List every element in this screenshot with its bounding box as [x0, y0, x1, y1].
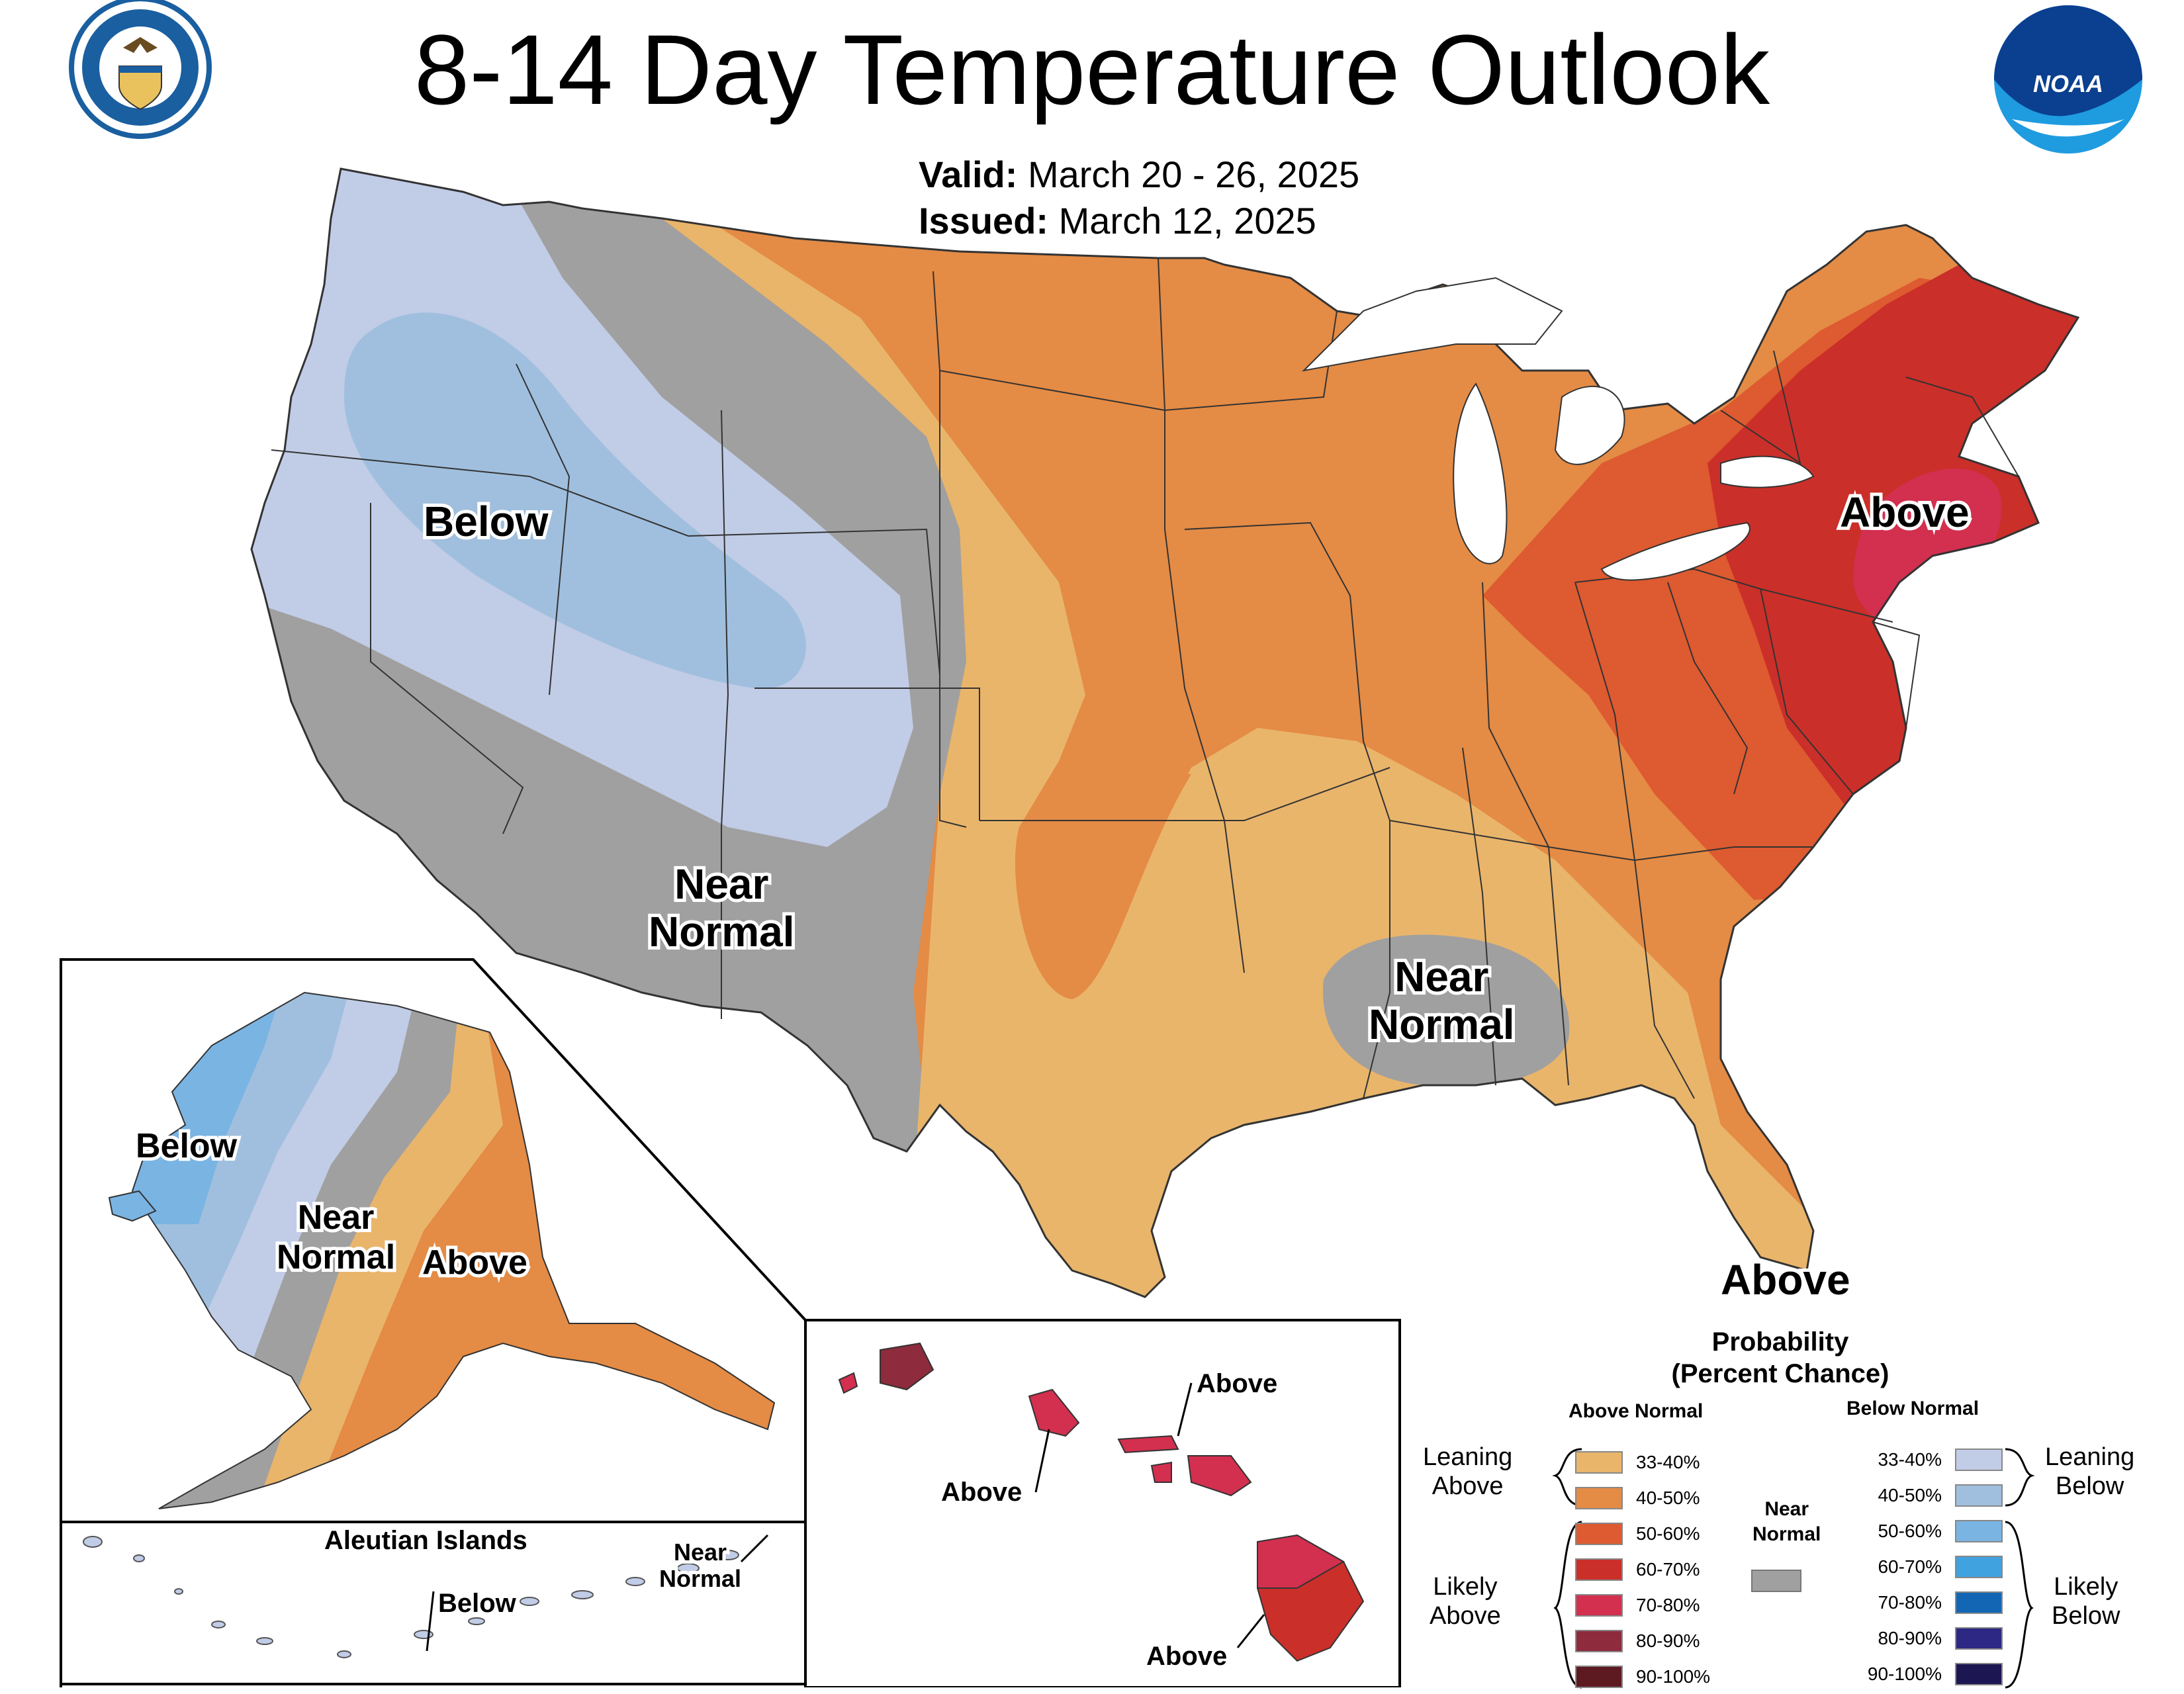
- conus-near-normal-west-label: Near Normal: [645, 857, 797, 959]
- legend-below-row: 90-100%: [1862, 1661, 2003, 1687]
- doc-seal-logo: [69, 0, 212, 139]
- hawaii-inset-frame: [804, 1319, 1401, 1687]
- great-lakes: [1302, 277, 1815, 581]
- ak-below-label: Below: [132, 1124, 240, 1169]
- issued-value: March 12, 2025: [1058, 200, 1316, 242]
- legend-above-swatch: [1575, 1666, 1623, 1688]
- issued-label: Issued:: [919, 200, 1049, 242]
- legend-below-row: 70-80%: [1862, 1589, 2003, 1616]
- conus-below-label: Below: [420, 494, 551, 549]
- aleutian-near-normal-label: Near Normal: [656, 1536, 745, 1595]
- noaa-logo-text: NOAA: [2033, 70, 2103, 97]
- legend-above-row: 80-90%: [1575, 1628, 1700, 1654]
- legend-above-swatch: [1575, 1451, 1623, 1474]
- legend-above-swatch: [1575, 1487, 1623, 1509]
- conus-near-normal-se: [1322, 934, 1570, 1087]
- legend-title: Probability (Percent Chance): [1671, 1327, 1889, 1388]
- st-lawrence-island: [108, 1190, 157, 1222]
- legend-below-swatch: [1955, 1556, 2003, 1578]
- legend-above-braces: [1552, 1448, 1582, 1689]
- legend-above-row: 90-100%: [1575, 1664, 1710, 1690]
- legend-leaning-below: Leaning Below: [2045, 1443, 2135, 1500]
- aleutian-below-label: Below: [435, 1585, 520, 1621]
- legend-near-normal-swatch: [1751, 1570, 1801, 1592]
- legend-below-row: 33-40%: [1862, 1447, 2003, 1473]
- conus-below-40-50: [344, 312, 806, 689]
- conus-above-fl-label: Above: [1717, 1253, 1854, 1307]
- legend-below-swatch: [1955, 1520, 2003, 1542]
- legend-below-braces: [2005, 1448, 2035, 1689]
- hi-above-label-oahu: Above: [938, 1474, 1025, 1510]
- page-title: 8-14 Day Temperature Outlook: [414, 14, 1770, 125]
- legend-above-row: 50-60%: [1575, 1521, 1700, 1547]
- ak-above-label: Above: [419, 1240, 531, 1285]
- legend-below-head: Below Normal: [1846, 1398, 1979, 1419]
- legend-above-row: 40-50%: [1575, 1485, 1700, 1511]
- legend-above-swatch: [1575, 1523, 1623, 1545]
- hi-above-label-big-island: Above: [1143, 1638, 1230, 1674]
- legend-above-row: 70-80%: [1575, 1592, 1700, 1619]
- issued-line: Issued: March 12, 2025: [919, 200, 1316, 242]
- alaska-outline: [131, 991, 776, 1509]
- legend-likely-above: Likely Above: [1430, 1573, 1501, 1630]
- legend-below-swatch: [1955, 1627, 2003, 1650]
- legend-above-row: 33-40%: [1575, 1449, 1700, 1476]
- legend-below-swatch: [1955, 1591, 2003, 1614]
- conus-boundaries: [250, 167, 2080, 1298]
- legend-below-row: 60-70%: [1862, 1554, 2003, 1580]
- legend-below-row: 80-90%: [1862, 1625, 2003, 1652]
- conus-above-ne-label: Above: [1837, 485, 1973, 539]
- legend-below-swatch: [1955, 1663, 2003, 1685]
- legend-below-row: 50-60%: [1862, 1518, 2003, 1544]
- valid-line: Valid: March 20 - 26, 2025: [919, 154, 1359, 196]
- legend-below-swatch: [1955, 1484, 2003, 1507]
- legend-above-head: Above Normal: [1569, 1400, 1704, 1422]
- legend-below-row: 40-50%: [1862, 1482, 2003, 1509]
- conus-near-normal-se-label: Near Normal: [1365, 950, 1518, 1051]
- legend-above-row: 60-70%: [1575, 1556, 1700, 1583]
- hawaii-islands: [838, 1342, 1365, 1662]
- valid-value: March 20 - 26, 2025: [1027, 154, 1360, 195]
- legend-above-swatch: [1575, 1630, 1623, 1652]
- valid-label: Valid:: [919, 154, 1018, 195]
- hi-above-label-maui: Above: [1193, 1366, 1281, 1402]
- legend-leaning-above: Leaning Above: [1423, 1443, 1513, 1500]
- legend-above-swatch: [1575, 1594, 1623, 1617]
- noaa-logo: [1994, 5, 2142, 154]
- ak-near-normal-label: Near Normal: [273, 1195, 398, 1280]
- legend-near-head: Near Normal: [1752, 1498, 1821, 1545]
- aleutian-title: Aleutian Islands: [324, 1526, 527, 1555]
- legend-above-swatch: [1575, 1558, 1623, 1581]
- legend-likely-below: Likely Below: [2052, 1573, 2120, 1630]
- legend-below-swatch: [1955, 1449, 2003, 1471]
